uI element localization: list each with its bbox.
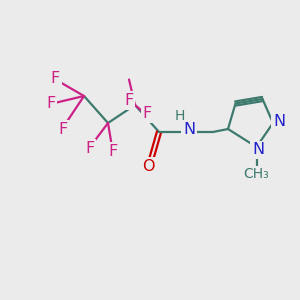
Text: F: F xyxy=(108,144,117,159)
Text: F: F xyxy=(124,93,134,108)
Text: F: F xyxy=(58,122,68,136)
Text: N: N xyxy=(252,142,264,158)
Text: F: F xyxy=(51,70,60,86)
Text: CH₃: CH₃ xyxy=(244,167,269,181)
Text: O: O xyxy=(142,159,155,174)
Text: F: F xyxy=(142,106,152,122)
Text: N: N xyxy=(183,122,195,136)
Text: F: F xyxy=(85,141,94,156)
Text: N: N xyxy=(273,114,285,129)
Text: F: F xyxy=(46,96,56,111)
Text: H: H xyxy=(174,110,184,123)
